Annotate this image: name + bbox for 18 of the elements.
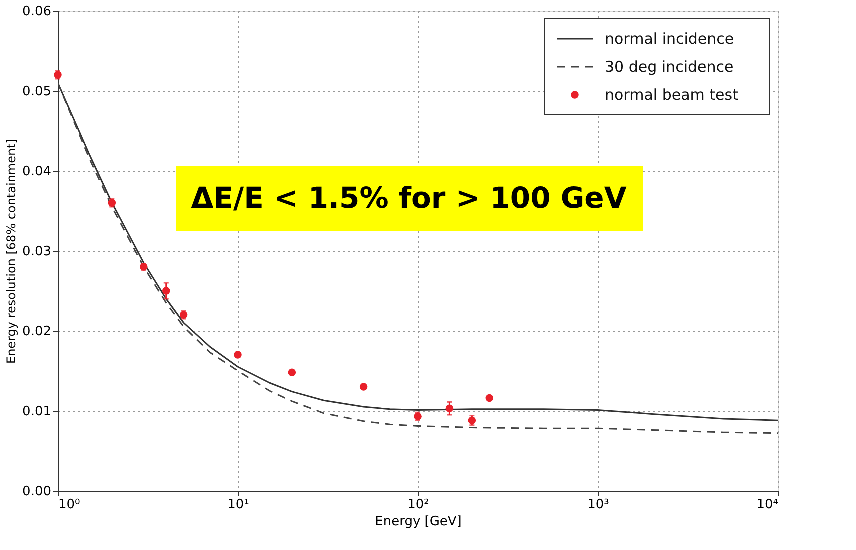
y-tick-label: 0.00 (22, 484, 52, 500)
y-axis-title: Energy resolution [68% containment] (4, 139, 19, 364)
y-tick-label: 0.06 (22, 4, 52, 20)
y-tick-label: 0.02 (22, 324, 52, 340)
x-tick-label: 10⁰ (58, 498, 80, 512)
x-axis-title: Energy [GeV] (375, 514, 462, 530)
annotation: ΔE/E < 1.5% for > 100 GeV (191, 181, 628, 215)
y-tick-label: 0.05 (22, 84, 52, 100)
x-tick-label: 10⁴ (756, 498, 778, 512)
legend-label: 30 deg incidence (605, 58, 734, 76)
y-tick-label: 0.04 (22, 164, 52, 180)
y-tick-label: 0.01 (22, 404, 52, 420)
legend-label: normal beam test (605, 86, 739, 104)
y-tick-label: 0.03 (22, 244, 52, 260)
x-tick-label: 10³ (588, 498, 610, 512)
x-tick-label: 10¹ (228, 498, 250, 512)
legend-label: normal incidence (605, 30, 734, 48)
x-tick-label: 10² (408, 498, 430, 512)
